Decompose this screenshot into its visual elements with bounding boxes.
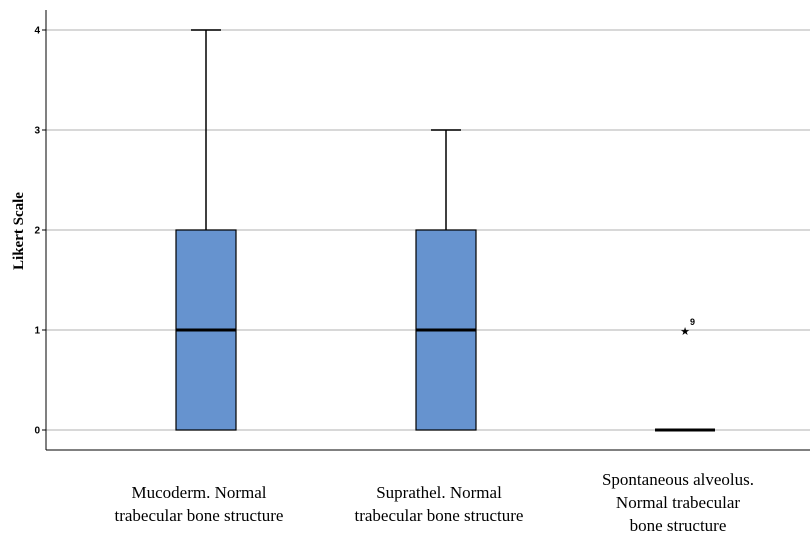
box-group [175,29,237,431]
x-category-label-line: Normal trabecular [616,493,740,512]
y-tick-label: 2 [34,226,40,237]
outlier-star-icon: ★ [680,325,690,338]
boxes: ★9 [175,29,715,432]
box-group: ★9 [655,317,715,432]
axes: 0 1 2 3 4 [34,10,810,451]
category-labels: Mucoderm. Normal trabecular bone structur… [115,470,755,535]
x-category-label-line: Spontaneous alveolus. [602,470,754,489]
x-category-label-line: trabecular bone structure [355,506,524,525]
y-tick-label: 0 [34,426,40,437]
outlier-label: 9 [690,317,695,327]
x-category-label-line: Suprathel. Normal [376,483,502,502]
y-axis-title: Likert Scale [11,192,27,270]
x-category-label-line: bone structure [630,516,727,535]
x-category-label: Spontaneous alveolus. Normal trabecular bo… [602,470,754,535]
box-group [415,129,477,431]
x-category-label: Mucoderm. Normal trabecular bone structur… [115,483,284,525]
x-category-label: Suprathel. Normal trabecular bone structu… [355,483,524,525]
x-category-label-line: Mucoderm. Normal [131,483,266,502]
y-tick-label: 3 [34,126,40,137]
x-category-label-line: trabecular bone structure [115,506,284,525]
y-tick-label: 1 [34,326,40,337]
y-tick-label: 4 [34,26,40,37]
